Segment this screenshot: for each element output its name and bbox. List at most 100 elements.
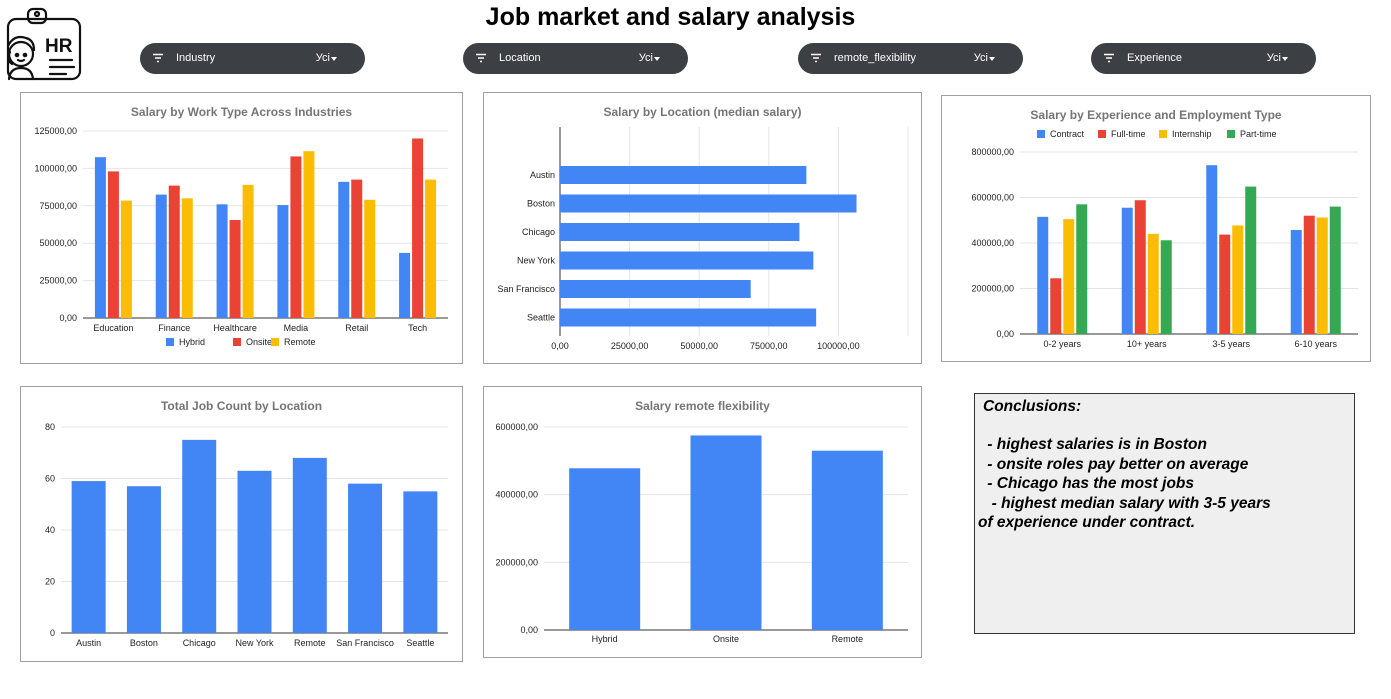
- x-tick-label: New York: [235, 638, 274, 648]
- bar: [182, 439, 217, 633]
- bar: [348, 483, 383, 633]
- bar-full-time: [1303, 215, 1315, 334]
- bar-contract: [1290, 230, 1302, 334]
- y-tick-label: Seattle: [527, 313, 555, 323]
- y-tick-label: 600000,00: [971, 193, 1014, 203]
- x-tick-label: Onsite: [713, 634, 739, 644]
- legend-swatch: [233, 338, 241, 346]
- bar-onsite: [168, 185, 180, 318]
- x-tick-label: Remote: [832, 634, 864, 644]
- bar-hybrid: [216, 204, 228, 318]
- chart-location: Salary by Location (median salary) 0,00 25…: [483, 92, 922, 364]
- filter-icon: [153, 53, 163, 63]
- chart-experience-svg: Salary by Experience and Employment Type…: [971, 108, 1358, 349]
- bar-internship: [1147, 233, 1159, 334]
- bar-full-time: [1219, 234, 1231, 334]
- filter-icon: [1104, 53, 1114, 63]
- y-tick-label: 25000,00: [39, 276, 77, 286]
- y-tick-label: 200000,00: [495, 557, 538, 567]
- bar-remote: [181, 198, 193, 318]
- y-tick-label: 0,00: [59, 313, 77, 323]
- bar-hybrid: [94, 157, 106, 318]
- bar-internship: [1316, 217, 1328, 334]
- filter-value: Усі: [973, 52, 988, 64]
- y-tick-label: 75000,00: [39, 201, 77, 211]
- bar-remote: [425, 179, 437, 318]
- bar-part-time: [1076, 204, 1088, 334]
- bar: [690, 435, 762, 630]
- filter-industry[interactable]: Industry Усі: [140, 43, 365, 74]
- page-title: Job market and salary analysis: [485, 3, 856, 31]
- filter-label: Industry: [176, 52, 216, 64]
- filter-location[interactable]: Location Усі: [463, 43, 688, 74]
- y-tick-label: 50000,00: [39, 238, 77, 248]
- legend-label: Onsite: [246, 337, 272, 347]
- chart-work-type: Salary by Work Type Across Industries 0,0…: [20, 92, 463, 364]
- filter-icon: [476, 53, 486, 63]
- legend-swatch: [1227, 130, 1235, 138]
- bar: [292, 457, 327, 633]
- x-tick-label: 75000,00: [750, 341, 788, 351]
- chart-location-svg: Salary by Location (median salary) 0,00 25…: [497, 105, 909, 351]
- bar: [71, 481, 106, 633]
- bar-contract: [1037, 216, 1049, 334]
- legend-label: Part-time: [1240, 129, 1277, 139]
- chevron-down-icon: [1282, 57, 1288, 61]
- legend-label: Contract: [1050, 129, 1085, 139]
- y-tick-label: Chicago: [522, 227, 555, 237]
- y-tick-label: Boston: [527, 199, 555, 209]
- y-tick-label: 40: [45, 525, 55, 535]
- bar-remote: [303, 151, 315, 318]
- chart-title: Total Job Count by Location: [161, 399, 322, 413]
- x-tick-label: 0-2 years: [1043, 339, 1081, 349]
- chart-job-count-svg: Total Job Count by Location 0 20 40 60 80 Aust…: [45, 399, 448, 648]
- bar-remote: [120, 200, 132, 318]
- x-tick-label: 3-5 years: [1212, 339, 1250, 349]
- filter-value: Усі: [315, 52, 330, 64]
- filter-experience[interactable]: Experience Усі: [1091, 43, 1316, 74]
- logo-text: HR: [45, 36, 73, 57]
- bar: [126, 486, 161, 633]
- x-tick-label: 100000,00: [817, 341, 860, 351]
- conclusion-line: - Chicago has the most jobs: [983, 475, 1194, 492]
- y-tick-label: 400000,00: [495, 490, 538, 500]
- conclusions-heading: Conclusions:: [983, 398, 1082, 415]
- bar-onsite: [107, 171, 119, 318]
- conclusion-line: - highest median salary with 3-5 years: [983, 495, 1271, 512]
- legend-swatch: [271, 338, 279, 346]
- filter-label: Location: [499, 52, 541, 64]
- y-tick-label: San Francisco: [497, 284, 555, 294]
- x-tick-label: Boston: [130, 638, 158, 648]
- bar: [237, 470, 272, 633]
- y-tick-label: 100000,00: [34, 163, 77, 173]
- legend-label: Remote: [284, 337, 316, 347]
- conclusions-box: Conclusions: - highest salaries is in Bo…: [974, 393, 1355, 634]
- bar: [560, 194, 857, 213]
- bar-hybrid: [155, 194, 167, 318]
- y-tick-label: 0: [50, 628, 55, 638]
- bar-full-time: [1050, 278, 1062, 334]
- bar-hybrid: [277, 205, 289, 318]
- x-tick-label: Remote: [294, 638, 326, 648]
- bar: [560, 251, 814, 270]
- y-tick-label: 0,00: [520, 625, 538, 635]
- chart-job-count: Total Job Count by Location 0 20 40 60 80 Aust…: [20, 386, 463, 662]
- y-tick-label: 600000,00: [495, 422, 538, 432]
- x-tick-label: Education: [93, 323, 133, 333]
- x-tick-label: San Francisco: [336, 638, 394, 648]
- bar-part-time: [1245, 186, 1257, 334]
- x-tick-label: Seattle: [406, 638, 434, 648]
- chart-remote-flex: Salary remote flexibility 0,00 200000,00 40…: [483, 386, 922, 658]
- chart-work-type-svg: Salary by Work Type Across Industries 0,0…: [34, 105, 448, 347]
- bar: [403, 491, 438, 633]
- chart-title: Salary by Work Type Across Industries: [131, 105, 353, 119]
- bar: [569, 468, 641, 630]
- x-tick-label: 6-10 years: [1294, 339, 1337, 349]
- chevron-down-icon: [989, 57, 995, 61]
- y-tick-label: 400000,00: [971, 238, 1014, 248]
- chevron-down-icon: [331, 57, 337, 61]
- y-tick-label: 60: [45, 474, 55, 484]
- y-tick-label: 200000,00: [971, 284, 1014, 294]
- bar: [560, 223, 800, 241]
- filter-remote-flexibility[interactable]: remote_flexibility Усі: [798, 43, 1023, 74]
